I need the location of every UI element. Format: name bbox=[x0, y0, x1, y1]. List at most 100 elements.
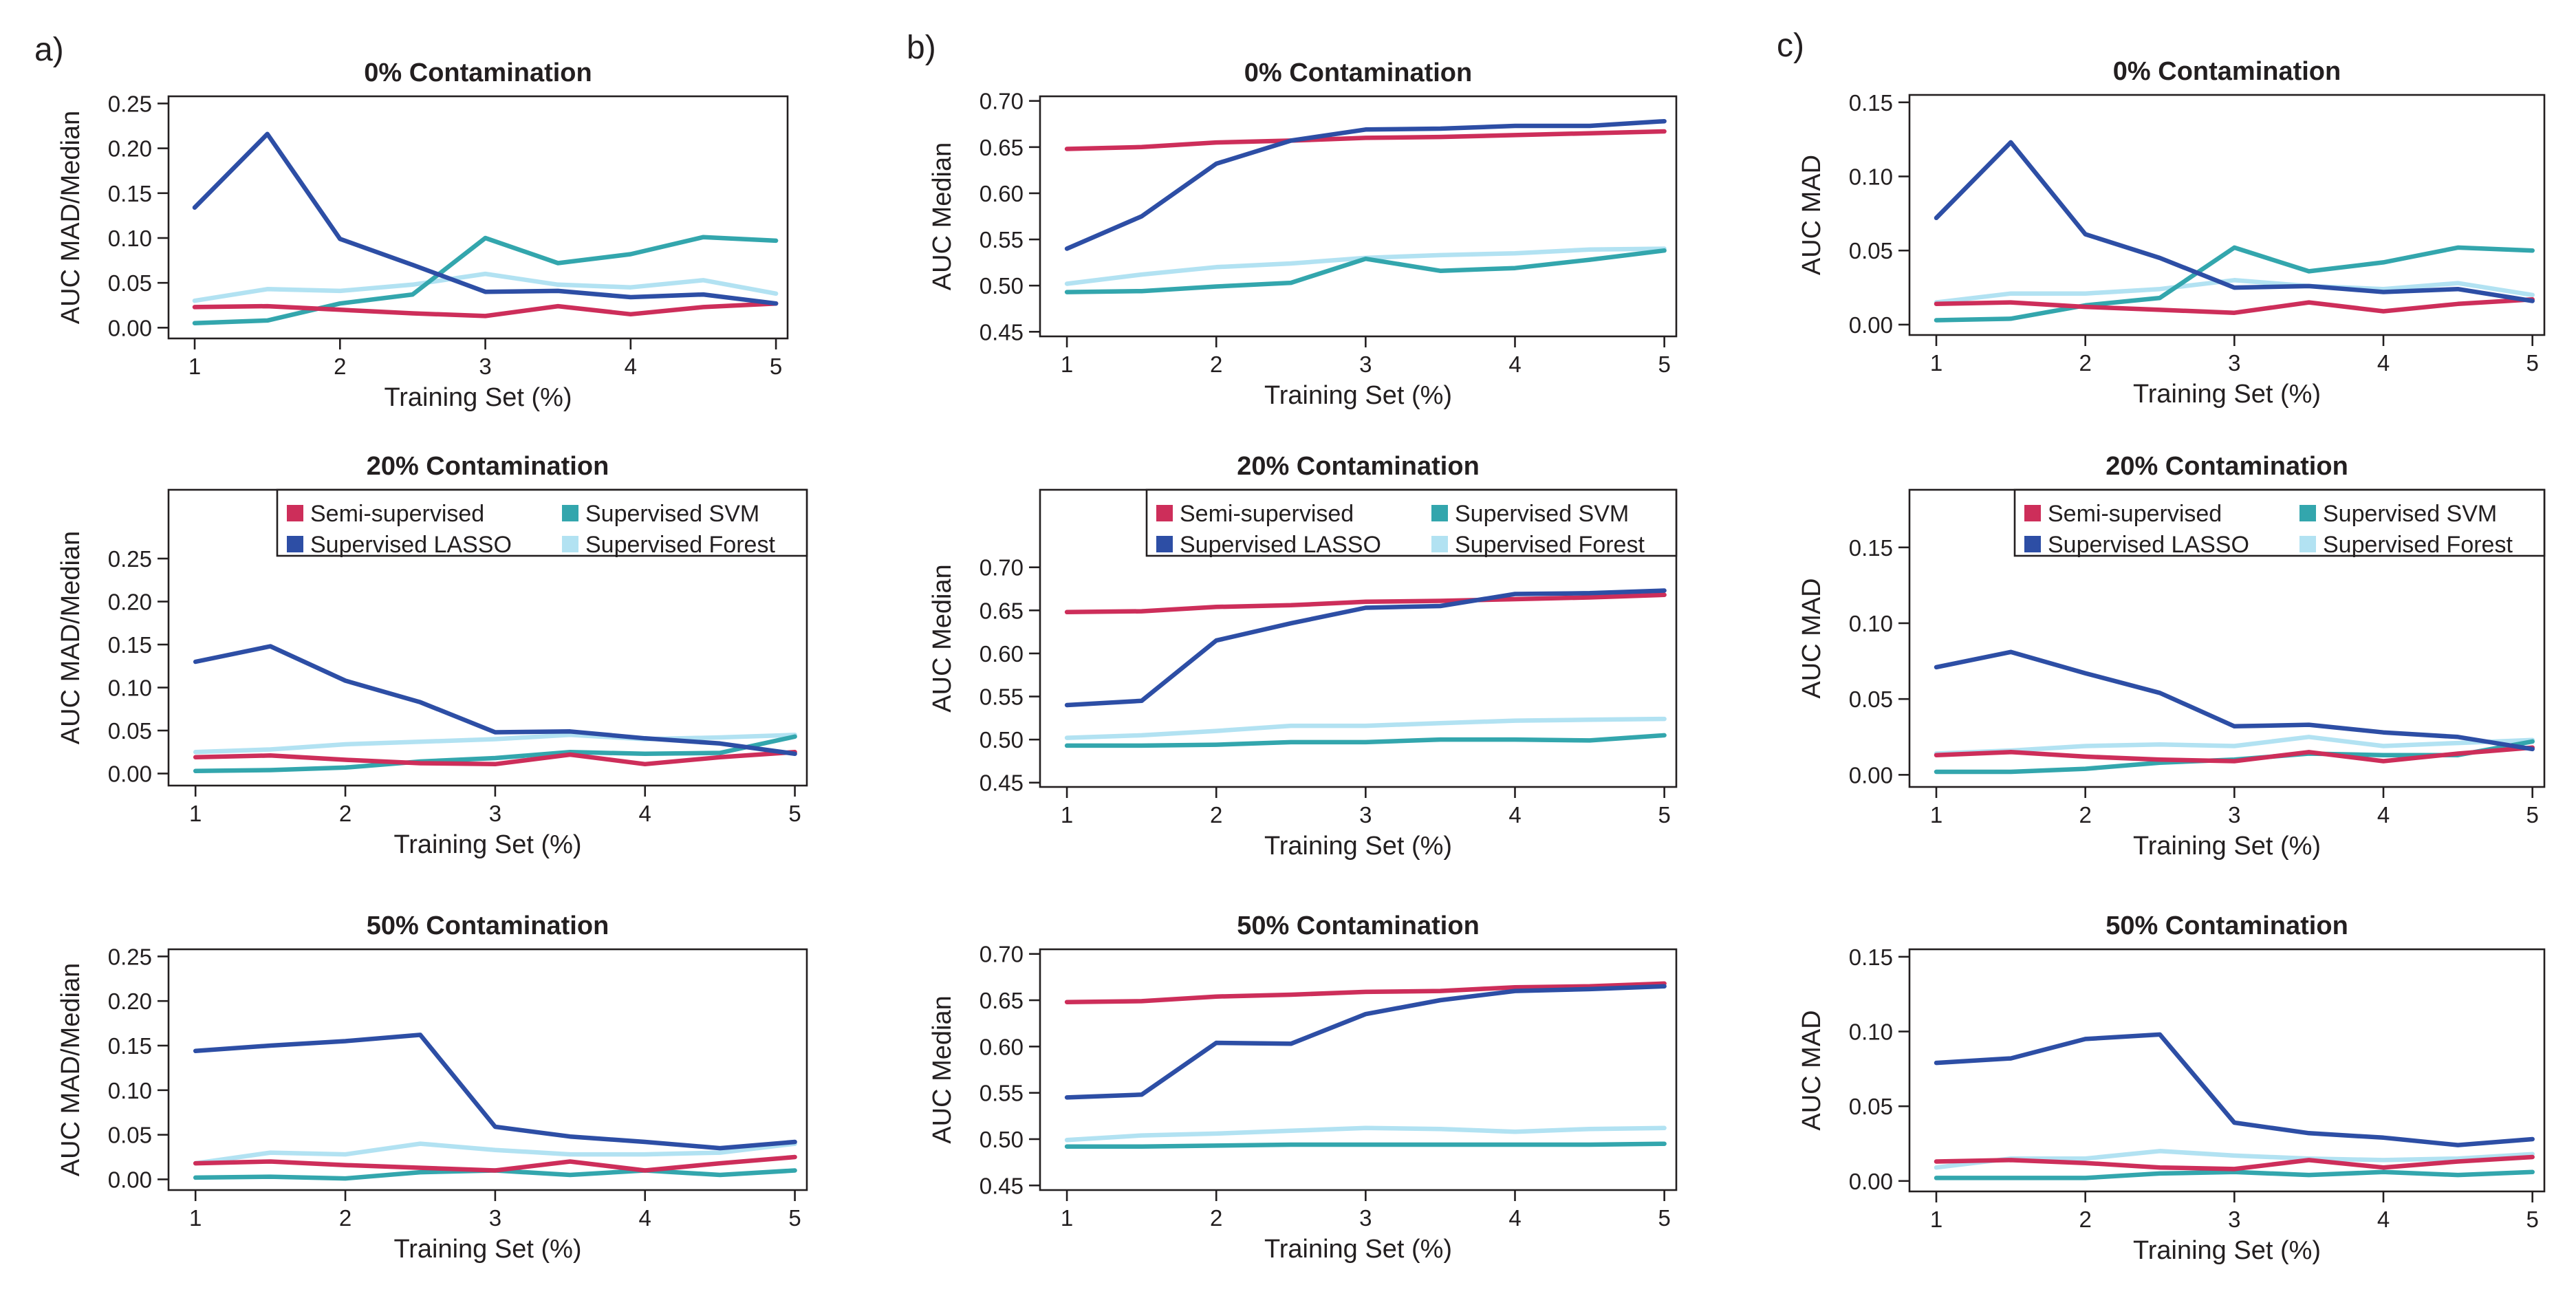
y-tick-label: 0.05 bbox=[1849, 1094, 1893, 1119]
y-tick-label: 0.00 bbox=[1849, 762, 1893, 788]
x-tick-label: 5 bbox=[1658, 802, 1670, 828]
legend-entry-label: Supervised Forest bbox=[585, 532, 775, 558]
legend-entry-label: Supervised Forest bbox=[1455, 532, 1645, 558]
legend-entry-label: Semi-supervised bbox=[310, 501, 484, 527]
panel-letter-c: c) bbox=[1777, 28, 1804, 64]
series-line-supervised-svm bbox=[1934, 245, 2535, 323]
series-line-supervised-lasso bbox=[1064, 118, 1667, 251]
series-line-semi-supervised bbox=[1064, 981, 1667, 1004]
series-line-supervised-forest bbox=[1064, 716, 1667, 740]
y-tick-label: 0.15 bbox=[1849, 535, 1893, 561]
series-line-supervised-forest bbox=[1064, 246, 1667, 286]
series-line-supervised-forest bbox=[1934, 1149, 2535, 1170]
series-line-supervised-lasso bbox=[193, 644, 797, 757]
y-axis-label: AUC MAD bbox=[1797, 155, 1826, 275]
plot-title: 50% Contamination bbox=[2106, 911, 2348, 940]
y-tick-label: 0.70 bbox=[979, 89, 1024, 114]
x-tick-label: 4 bbox=[639, 801, 651, 826]
series-line-semi-supervised bbox=[1934, 745, 2535, 764]
series-line-semi-supervised bbox=[1934, 297, 2535, 315]
y-tick-label: 0.10 bbox=[1849, 1019, 1893, 1045]
x-tick-label: 3 bbox=[1359, 802, 1372, 828]
plot-frame bbox=[1908, 94, 2546, 336]
y-tick-label: 0.25 bbox=[108, 546, 152, 572]
y-tick-label: 0.65 bbox=[979, 135, 1024, 160]
series-line-supervised-svm bbox=[193, 734, 797, 774]
legend-box bbox=[276, 488, 808, 557]
y-tick-label: 0.05 bbox=[1849, 687, 1893, 712]
subplot-a3: 50% Contamination 0.00 0.05 0.10 0.15 0.20 0.2… bbox=[56, 911, 808, 1264]
y-tick-label: 0.10 bbox=[1849, 611, 1893, 636]
y-axis-label: AUC Median bbox=[928, 142, 957, 290]
x-axis-label: Training Set (%) bbox=[2133, 1236, 2321, 1265]
x-tick-label: 5 bbox=[2526, 802, 2538, 828]
y-axis-label: AUC MAD bbox=[1797, 578, 1826, 698]
subplot-b3: 50% Contamination 0.45 0.50 0.55 0.60 0.65 0.7… bbox=[928, 911, 1678, 1264]
series-line-supervised-forest bbox=[1934, 278, 2535, 305]
x-tick-label: 1 bbox=[189, 1205, 202, 1231]
y-tick-label: 0.60 bbox=[979, 181, 1024, 206]
y-axis-label: AUC MAD/Median bbox=[56, 963, 85, 1176]
x-tick-label: 5 bbox=[2526, 1207, 2538, 1232]
plot-title: 50% Contamination bbox=[1237, 911, 1480, 940]
y-tick-label: 0.05 bbox=[108, 270, 152, 296]
x-tick-label: 3 bbox=[2228, 802, 2240, 828]
series-line-semi-supervised bbox=[193, 750, 797, 767]
series-line-supervised-svm bbox=[1934, 1169, 2535, 1180]
subplot-b1: 0% Contamination 0.45 0.50 0.55 0.60 0.65 0.70… bbox=[928, 58, 1678, 410]
legend-swatch bbox=[2024, 536, 2041, 552]
series-line-supervised-svm bbox=[1064, 248, 1667, 294]
series-line-semi-supervised bbox=[1064, 129, 1667, 151]
series-line-supervised-lasso bbox=[1064, 984, 1667, 1100]
legend-entry-label: Semi-supervised bbox=[2048, 501, 2222, 527]
x-tick-label: 4 bbox=[2377, 350, 2390, 376]
y-tick-label: 0.10 bbox=[108, 1078, 152, 1103]
x-tick-label: 1 bbox=[1061, 1205, 1073, 1231]
y-tick-label: 0.10 bbox=[108, 226, 152, 251]
legend-box bbox=[1145, 488, 1678, 557]
x-tick-label: 3 bbox=[1359, 1205, 1372, 1231]
series-line-supervised-forest bbox=[192, 271, 779, 303]
series-group bbox=[193, 644, 797, 774]
x-tick-label: 3 bbox=[1359, 352, 1372, 377]
y-tick-label: 0.70 bbox=[979, 942, 1024, 967]
x-tick-label: 5 bbox=[2526, 350, 2538, 376]
y-axis-label: AUC MAD/Median bbox=[56, 531, 85, 744]
legend-swatch bbox=[2299, 505, 2316, 521]
x-tick-label: 1 bbox=[189, 801, 202, 826]
x-axis-label: Training Set (%) bbox=[393, 830, 581, 859]
x-tick-label: 1 bbox=[1930, 1207, 1942, 1232]
x-tick-label: 5 bbox=[1658, 1205, 1670, 1231]
x-tick-label: 1 bbox=[1930, 802, 1942, 828]
series-line-supervised-svm bbox=[1064, 733, 1667, 748]
y-tick-label: 0.65 bbox=[979, 988, 1024, 1013]
plot-frame bbox=[1039, 948, 1678, 1191]
y-tick-label: 0.00 bbox=[1849, 312, 1893, 338]
subplot-c3: 50% Contamination 0.00 0.05 0.10 0.15 1 2 3 4 5 Tr… bbox=[1797, 911, 2546, 1265]
x-axis-label: Training Set (%) bbox=[2133, 832, 2321, 861]
x-tick-label: 3 bbox=[489, 1205, 501, 1231]
series-line-semi-supervised bbox=[192, 301, 779, 318]
y-tick-label: 0.00 bbox=[1849, 1169, 1893, 1194]
series-line-supervised-forest bbox=[1064, 1125, 1667, 1143]
y-tick-label: 0.15 bbox=[1849, 944, 1893, 970]
y-tick-label: 0.20 bbox=[108, 590, 152, 615]
legend: Semi-supervised Supervised SVM Supervised … bbox=[1145, 488, 1678, 558]
series-line-supervised-lasso bbox=[1934, 649, 2535, 752]
y-tick-label: 0.60 bbox=[979, 1034, 1024, 1059]
x-axis-label: Training Set (%) bbox=[1264, 1235, 1452, 1264]
plot-frame bbox=[167, 95, 789, 340]
x-tick-label: 2 bbox=[2079, 802, 2091, 828]
series-line-supervised-svm bbox=[192, 235, 779, 326]
y-tick-label: 0.15 bbox=[108, 181, 152, 206]
legend-entry-label: Supervised Forest bbox=[2323, 532, 2513, 558]
x-tick-label: 1 bbox=[188, 354, 201, 379]
x-tick-label: 5 bbox=[1658, 352, 1670, 377]
y-tick-label: 0.20 bbox=[108, 989, 152, 1014]
y-tick-label: 0.15 bbox=[108, 632, 152, 658]
legend-swatch bbox=[287, 505, 303, 521]
x-tick-label: 2 bbox=[339, 1205, 351, 1231]
series-line-supervised-lasso bbox=[1934, 1032, 2535, 1147]
subplot-a2: 20% Contamination 0.00 0.05 0.10 0.15 0.20 0.2… bbox=[56, 452, 808, 859]
y-tick-label: 0.55 bbox=[979, 684, 1024, 710]
